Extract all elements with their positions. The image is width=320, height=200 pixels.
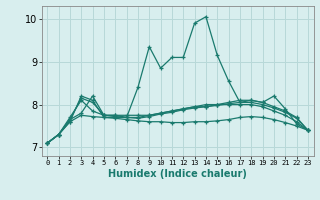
X-axis label: Humidex (Indice chaleur): Humidex (Indice chaleur) — [108, 169, 247, 179]
